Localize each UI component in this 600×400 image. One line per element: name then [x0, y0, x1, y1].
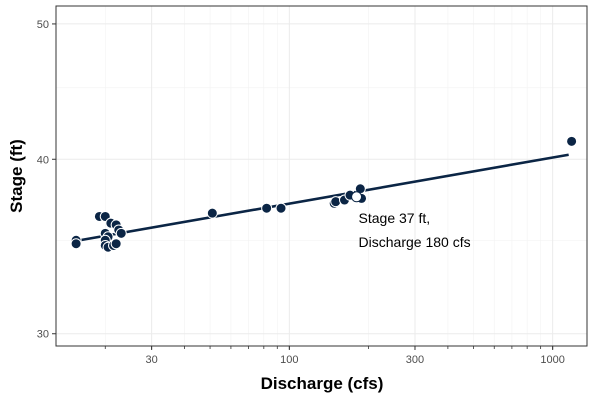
data-point: [70, 238, 82, 250]
x-tick-label: 100: [280, 354, 298, 366]
data-point: [330, 196, 342, 208]
annotation-line-1: Stage 37 ft,: [359, 210, 431, 226]
fit-line: [79, 153, 569, 242]
y-tick-label: 40: [37, 154, 49, 166]
y-axis-ticks: 30 40 50: [37, 19, 56, 341]
x-tick-label: 300: [406, 354, 424, 366]
y-tick-label: 50: [37, 19, 49, 31]
x-tick-label: 1000: [540, 354, 564, 366]
data-point: [206, 207, 218, 219]
data-point: [110, 238, 122, 250]
data-point: [261, 202, 273, 214]
x-axis-ticks: 30 100 300 1000: [104, 346, 565, 366]
y-tick-label: 30: [37, 329, 49, 341]
plot-panel-background: [56, 6, 587, 346]
data-point: [115, 227, 127, 239]
y-axis-title: Stage (ft): [7, 139, 26, 213]
highlight-point: [351, 191, 363, 203]
x-axis-title: Discharge (cfs): [261, 374, 384, 393]
annotation-line-2: Discharge 180 cfs: [359, 234, 471, 250]
x-tick-label: 30: [146, 354, 158, 366]
grid-lines: [56, 6, 587, 346]
data-point: [275, 202, 287, 214]
plot-panel-border: [55, 5, 588, 347]
data-point: [566, 135, 578, 147]
